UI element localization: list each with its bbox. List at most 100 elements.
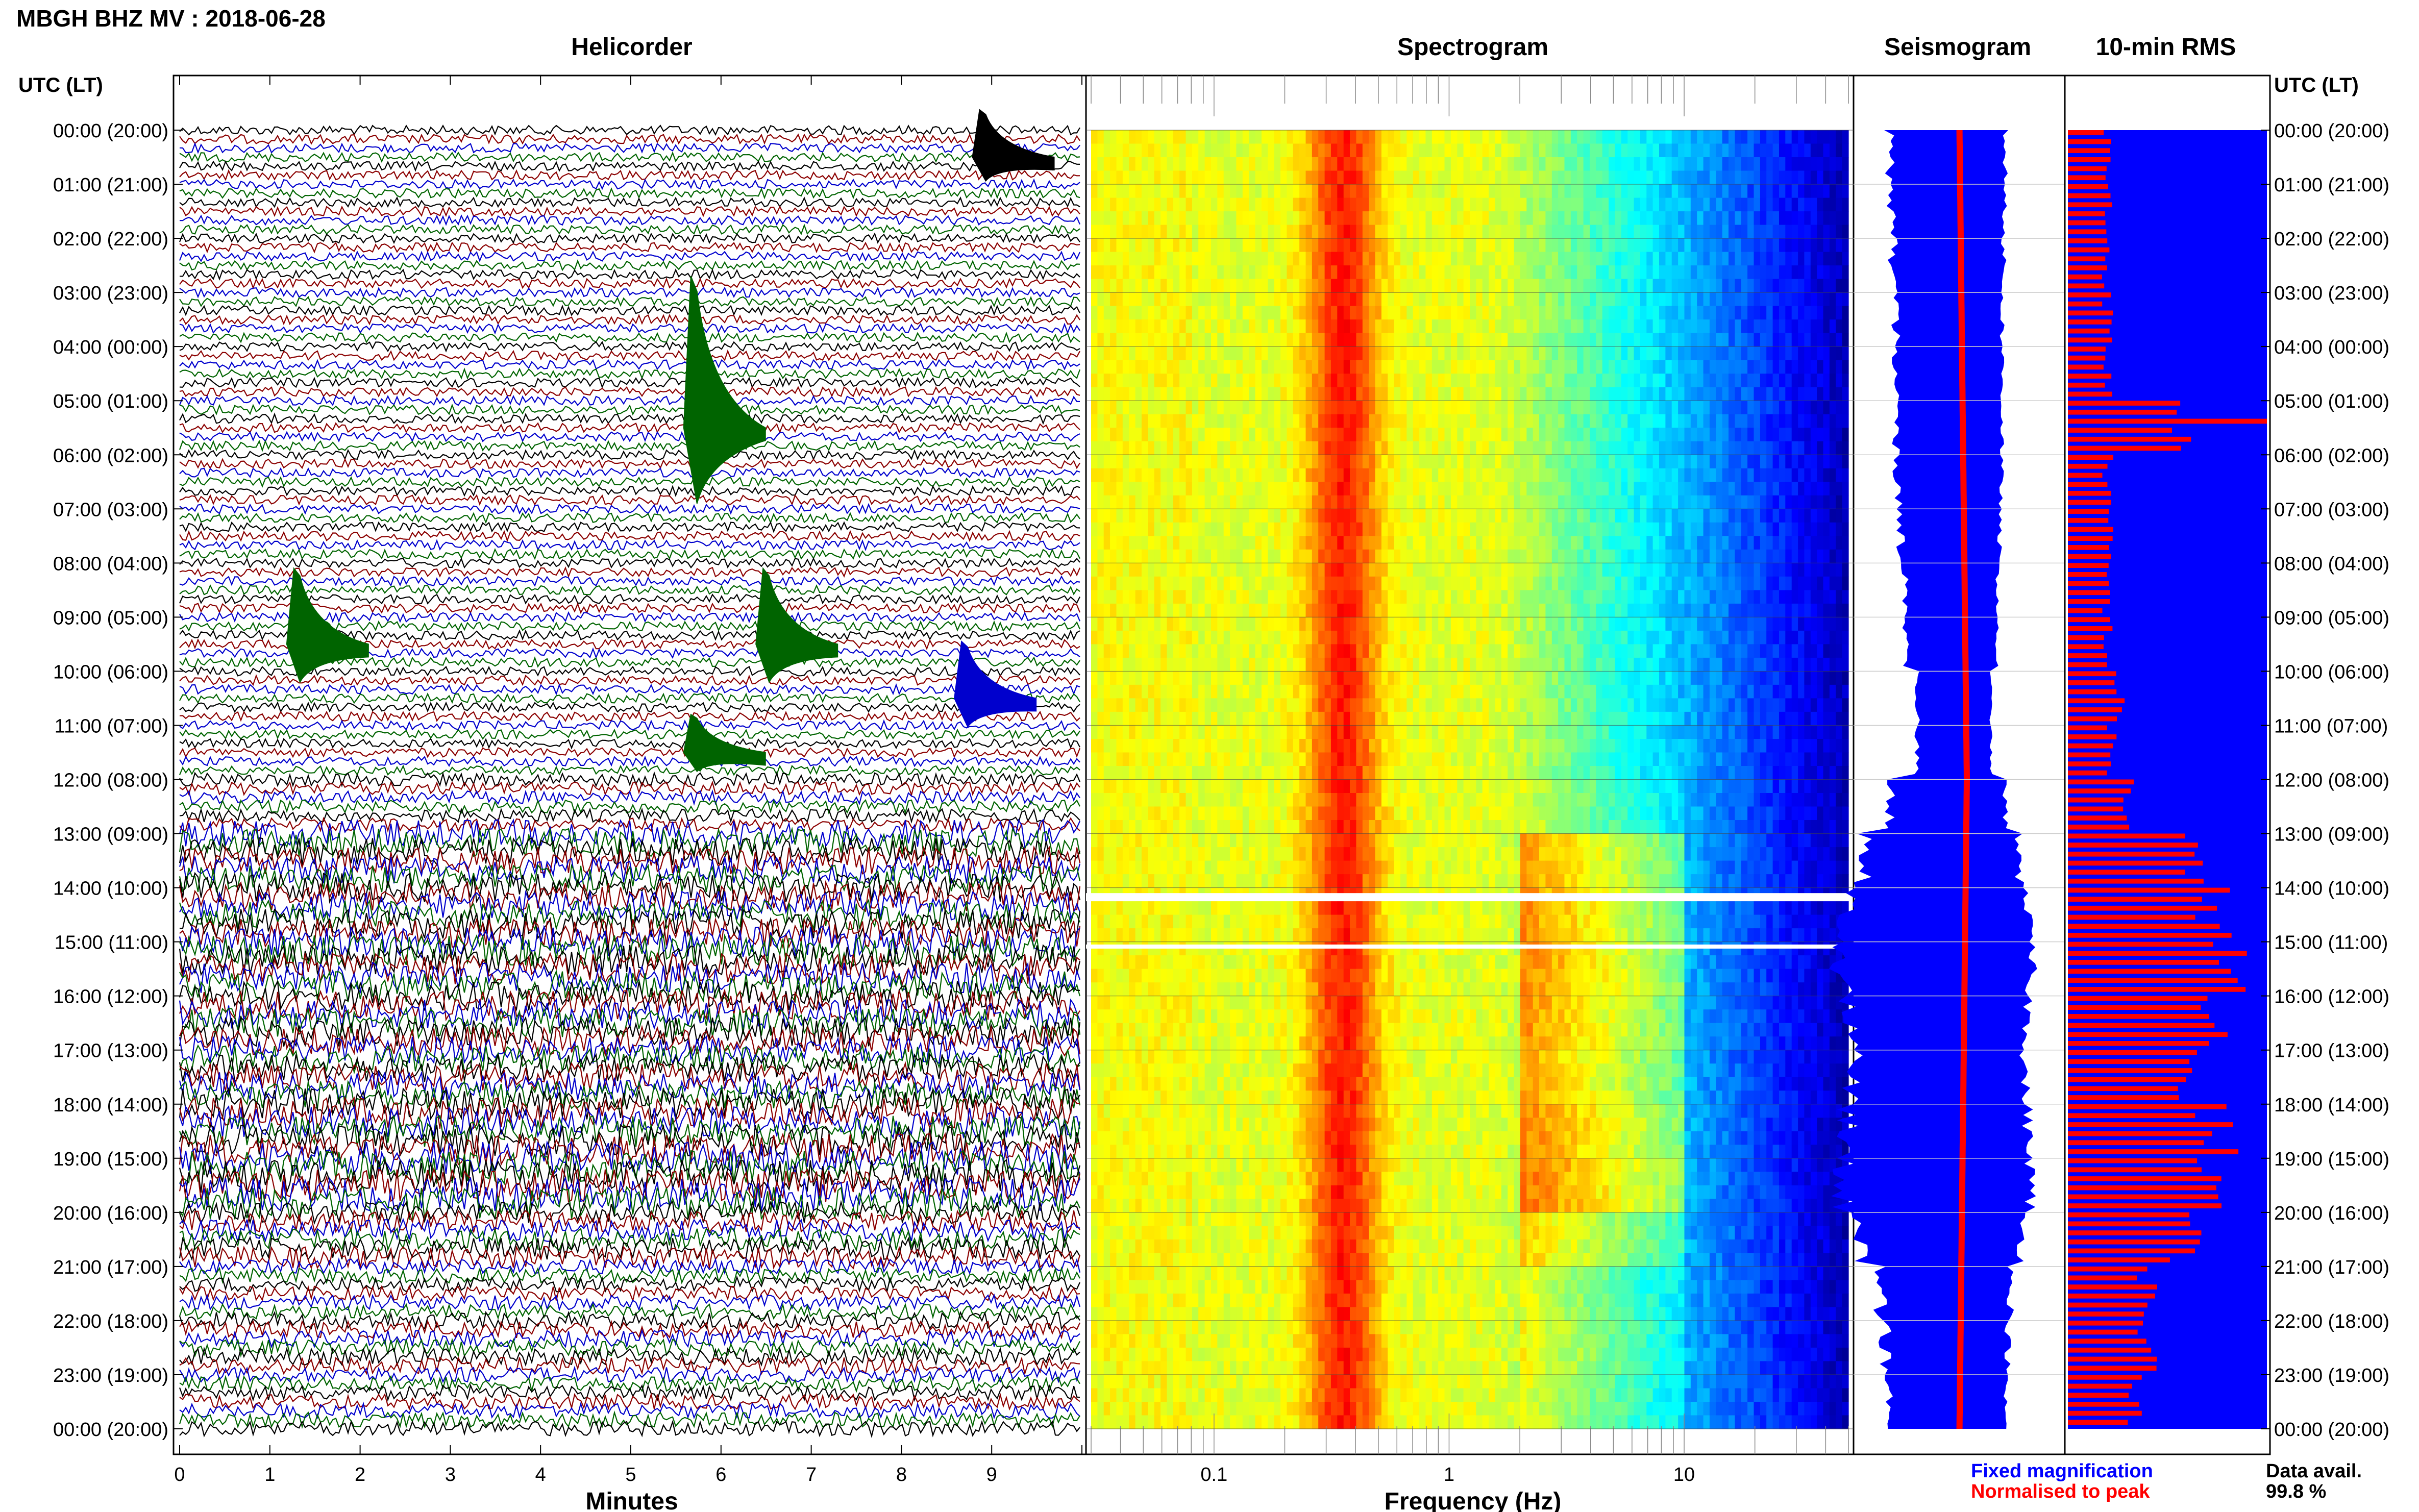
spectrogram-cell [1836, 143, 1843, 158]
spectrogram-cell [1570, 374, 1577, 388]
spectrogram-cell [1223, 306, 1230, 320]
spectrogram-cell [1729, 522, 1735, 536]
spectrogram-cell [1299, 265, 1306, 280]
spectrogram-cell [1709, 225, 1716, 239]
spectrogram-cell [1684, 197, 1691, 212]
spectrogram-cell [1350, 644, 1356, 658]
spectrogram-cell [1671, 441, 1679, 455]
spectrogram-cell [1634, 360, 1641, 374]
spectrogram-cell [1318, 265, 1325, 280]
spectrogram-cell [1249, 143, 1256, 158]
spectrogram-cell [1741, 279, 1748, 293]
spectrogram-cell [1470, 468, 1476, 482]
spectrogram-cell [1230, 617, 1237, 631]
spectrogram-cell [1211, 238, 1218, 253]
spectrogram-cell [1444, 428, 1451, 442]
spectrogram-cell [1330, 549, 1338, 563]
spectrogram-cell [1627, 252, 1635, 266]
spectrogram-cell [1520, 441, 1527, 455]
spectrogram-cell [1501, 536, 1508, 550]
spectrogram-cell [1450, 252, 1458, 266]
spectrogram-cell [1520, 374, 1527, 388]
spectrogram-cell [1135, 455, 1142, 469]
spectrogram-cell [1722, 374, 1729, 388]
spectrogram-cell [1829, 130, 1836, 144]
spectrogram-cell [1299, 292, 1306, 307]
spectrogram-cell [1735, 495, 1742, 509]
spectrogram-cell [1381, 157, 1388, 171]
spectrogram-cell [1362, 536, 1369, 550]
spectrogram-cell [1388, 549, 1395, 563]
spectrogram-cell [1640, 657, 1647, 672]
spectrogram-cell [1665, 590, 1672, 604]
spectrogram-cell [1280, 482, 1287, 496]
spectrogram-cell [1842, 428, 1849, 442]
spectrogram-cell [1526, 495, 1534, 509]
spectrogram-cell [1400, 184, 1407, 199]
spectrogram-cell [1621, 563, 1628, 577]
spectrogram-cell [1646, 455, 1653, 469]
spectrogram-cell [1590, 319, 1596, 334]
spectrogram-cell [1217, 441, 1224, 455]
spectrogram-cell [1482, 157, 1489, 171]
spectrogram-cell [1444, 563, 1451, 577]
spectrogram-cell [1646, 509, 1653, 523]
spectrogram-cell [1747, 509, 1755, 523]
spectrogram-cell [1766, 306, 1773, 320]
spectrogram-cell [1413, 306, 1420, 320]
spectrogram-cell [1261, 509, 1268, 523]
spectrogram-cell [1823, 143, 1830, 158]
spectrogram-cell [1501, 617, 1508, 631]
spectrogram-cell [1514, 603, 1521, 617]
spectrogram-cell [1489, 401, 1496, 415]
spectrogram-cell [1779, 130, 1786, 144]
spectrogram-cell [1640, 549, 1647, 563]
spectrogram-cell [1640, 509, 1647, 523]
spectrogram-cell [1122, 374, 1129, 388]
spectrogram-cell [1261, 590, 1268, 604]
spectrogram-cell [1400, 482, 1407, 496]
spectrogram-cell [1375, 279, 1382, 293]
spectrogram-cell [1665, 428, 1672, 442]
spectrogram-cell [1230, 414, 1237, 428]
spectrogram-cell [1406, 319, 1414, 334]
spectrogram-cell [1141, 306, 1148, 320]
spectrogram-cell [1520, 603, 1527, 617]
spectrogram-cell [1431, 522, 1439, 536]
spectrogram-cell [1198, 657, 1205, 672]
spectrogram-cell [1665, 197, 1672, 212]
spectrogram-cell [1665, 455, 1672, 469]
spectrogram-cell [1261, 252, 1268, 266]
spectrogram-cell [1261, 225, 1268, 239]
spectrogram-cell [1318, 468, 1325, 482]
spectrogram-cell [1299, 319, 1306, 334]
spectrogram-cell [1211, 482, 1218, 496]
spectrogram-cell [1747, 265, 1755, 280]
spectrogram-cell [1476, 157, 1483, 171]
spectrogram-cell [1343, 468, 1350, 482]
spectrogram-cell [1602, 333, 1609, 347]
spectrogram-cell [1697, 630, 1704, 645]
spectrogram-cell [1577, 157, 1584, 171]
spectrogram-cell [1621, 387, 1628, 401]
spectrogram-cell [1161, 387, 1167, 401]
spectrogram-cell [1103, 143, 1110, 158]
spectrogram-cell [1729, 346, 1735, 361]
spectrogram-cell [1463, 130, 1470, 144]
spectrogram-cell [1520, 549, 1527, 563]
spectrogram-cell [1583, 576, 1590, 590]
spectrogram-cell [1627, 197, 1635, 212]
spectrogram-cell [1293, 360, 1300, 374]
helicorder-trace-line [179, 710, 1080, 723]
spectrogram-cell [1627, 401, 1635, 415]
spectrogram-cell [1646, 536, 1653, 550]
spectrogram-cell [1280, 414, 1287, 428]
spectrogram-cell [1583, 265, 1590, 280]
spectrogram-cell [1722, 522, 1729, 536]
spectrogram-cell [1621, 522, 1628, 536]
spectrogram-cell [1690, 252, 1697, 266]
spectrogram-cell [1791, 414, 1798, 428]
spectrogram-cell [1211, 401, 1218, 415]
spectrogram-cell [1722, 414, 1729, 428]
spectrogram-cell [1729, 374, 1735, 388]
